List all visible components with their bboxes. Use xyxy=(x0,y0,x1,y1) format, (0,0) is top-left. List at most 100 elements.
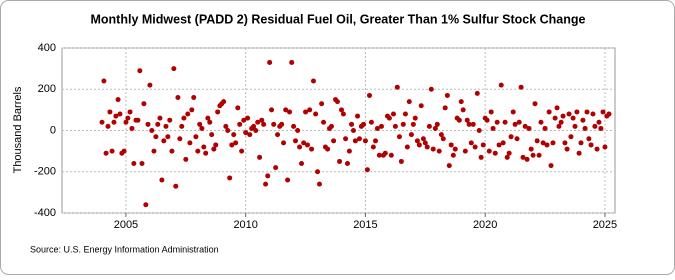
point xyxy=(508,134,514,140)
point xyxy=(480,142,486,148)
point xyxy=(115,97,121,103)
point xyxy=(406,99,412,105)
point xyxy=(466,121,472,127)
point xyxy=(293,138,299,144)
point xyxy=(566,111,572,117)
point xyxy=(540,140,546,146)
point xyxy=(309,146,315,152)
x-tick-label: 2020 xyxy=(473,219,497,231)
point xyxy=(552,115,558,121)
point xyxy=(510,109,516,115)
x-tick-label: 2025 xyxy=(593,219,617,231)
point xyxy=(412,115,418,121)
point xyxy=(340,111,346,117)
point xyxy=(287,109,293,115)
point xyxy=(295,128,301,133)
point xyxy=(215,109,221,115)
point xyxy=(229,142,235,148)
point xyxy=(269,107,275,113)
point xyxy=(368,119,374,125)
point xyxy=(303,109,309,115)
point xyxy=(155,121,161,127)
x-tick-label: 2010 xyxy=(233,219,257,231)
point xyxy=(187,140,193,146)
y-tick-label: 400 xyxy=(38,42,56,54)
point xyxy=(165,134,171,140)
point xyxy=(476,128,482,133)
point xyxy=(554,105,560,111)
point xyxy=(474,90,480,96)
point xyxy=(452,146,458,152)
point xyxy=(125,115,131,121)
point xyxy=(526,125,532,131)
point xyxy=(414,138,420,144)
point xyxy=(159,177,165,183)
point xyxy=(149,128,155,133)
point xyxy=(394,84,400,90)
point xyxy=(498,82,504,88)
point xyxy=(183,156,189,162)
point xyxy=(446,163,452,169)
point xyxy=(580,117,586,123)
point xyxy=(337,158,343,164)
point xyxy=(438,132,444,138)
point xyxy=(426,123,432,129)
point xyxy=(532,101,538,107)
point xyxy=(259,117,265,123)
point xyxy=(143,202,149,208)
point xyxy=(199,125,205,131)
point xyxy=(325,146,331,152)
point xyxy=(562,140,568,146)
point xyxy=(448,142,454,148)
point xyxy=(221,99,227,105)
point xyxy=(378,123,384,129)
point xyxy=(462,148,468,154)
point xyxy=(243,130,249,136)
point xyxy=(334,99,340,105)
point xyxy=(456,117,462,123)
y-tick-label: -200 xyxy=(34,166,56,178)
point xyxy=(386,115,392,121)
point xyxy=(310,78,316,84)
point xyxy=(223,123,229,129)
point xyxy=(315,169,321,175)
point xyxy=(432,125,438,131)
point xyxy=(181,115,187,121)
point xyxy=(171,66,177,72)
point xyxy=(283,107,289,113)
point xyxy=(582,125,588,131)
point xyxy=(153,134,159,140)
point xyxy=(103,150,109,156)
source: Source: U.S. Energy Information Administ… xyxy=(30,244,219,254)
point xyxy=(105,123,111,129)
point xyxy=(291,123,297,129)
point xyxy=(572,123,578,129)
point xyxy=(422,140,428,146)
point xyxy=(548,163,554,169)
point xyxy=(556,123,562,129)
point xyxy=(390,111,396,117)
point xyxy=(522,123,528,129)
point xyxy=(267,59,273,65)
point xyxy=(416,142,422,148)
point xyxy=(107,109,113,115)
point xyxy=(396,134,402,140)
point xyxy=(538,119,544,125)
point xyxy=(504,154,510,160)
point xyxy=(382,150,388,156)
point xyxy=(500,140,506,146)
point xyxy=(235,105,241,111)
point xyxy=(273,165,279,171)
point xyxy=(307,107,313,113)
point xyxy=(472,144,478,150)
point xyxy=(101,78,107,84)
point xyxy=(191,95,197,100)
point xyxy=(478,154,484,160)
point xyxy=(213,142,219,148)
point xyxy=(225,128,231,133)
point xyxy=(285,177,291,183)
y-axis-label: Thousand Barrels xyxy=(12,86,24,173)
point xyxy=(167,117,173,123)
point xyxy=(189,107,195,113)
